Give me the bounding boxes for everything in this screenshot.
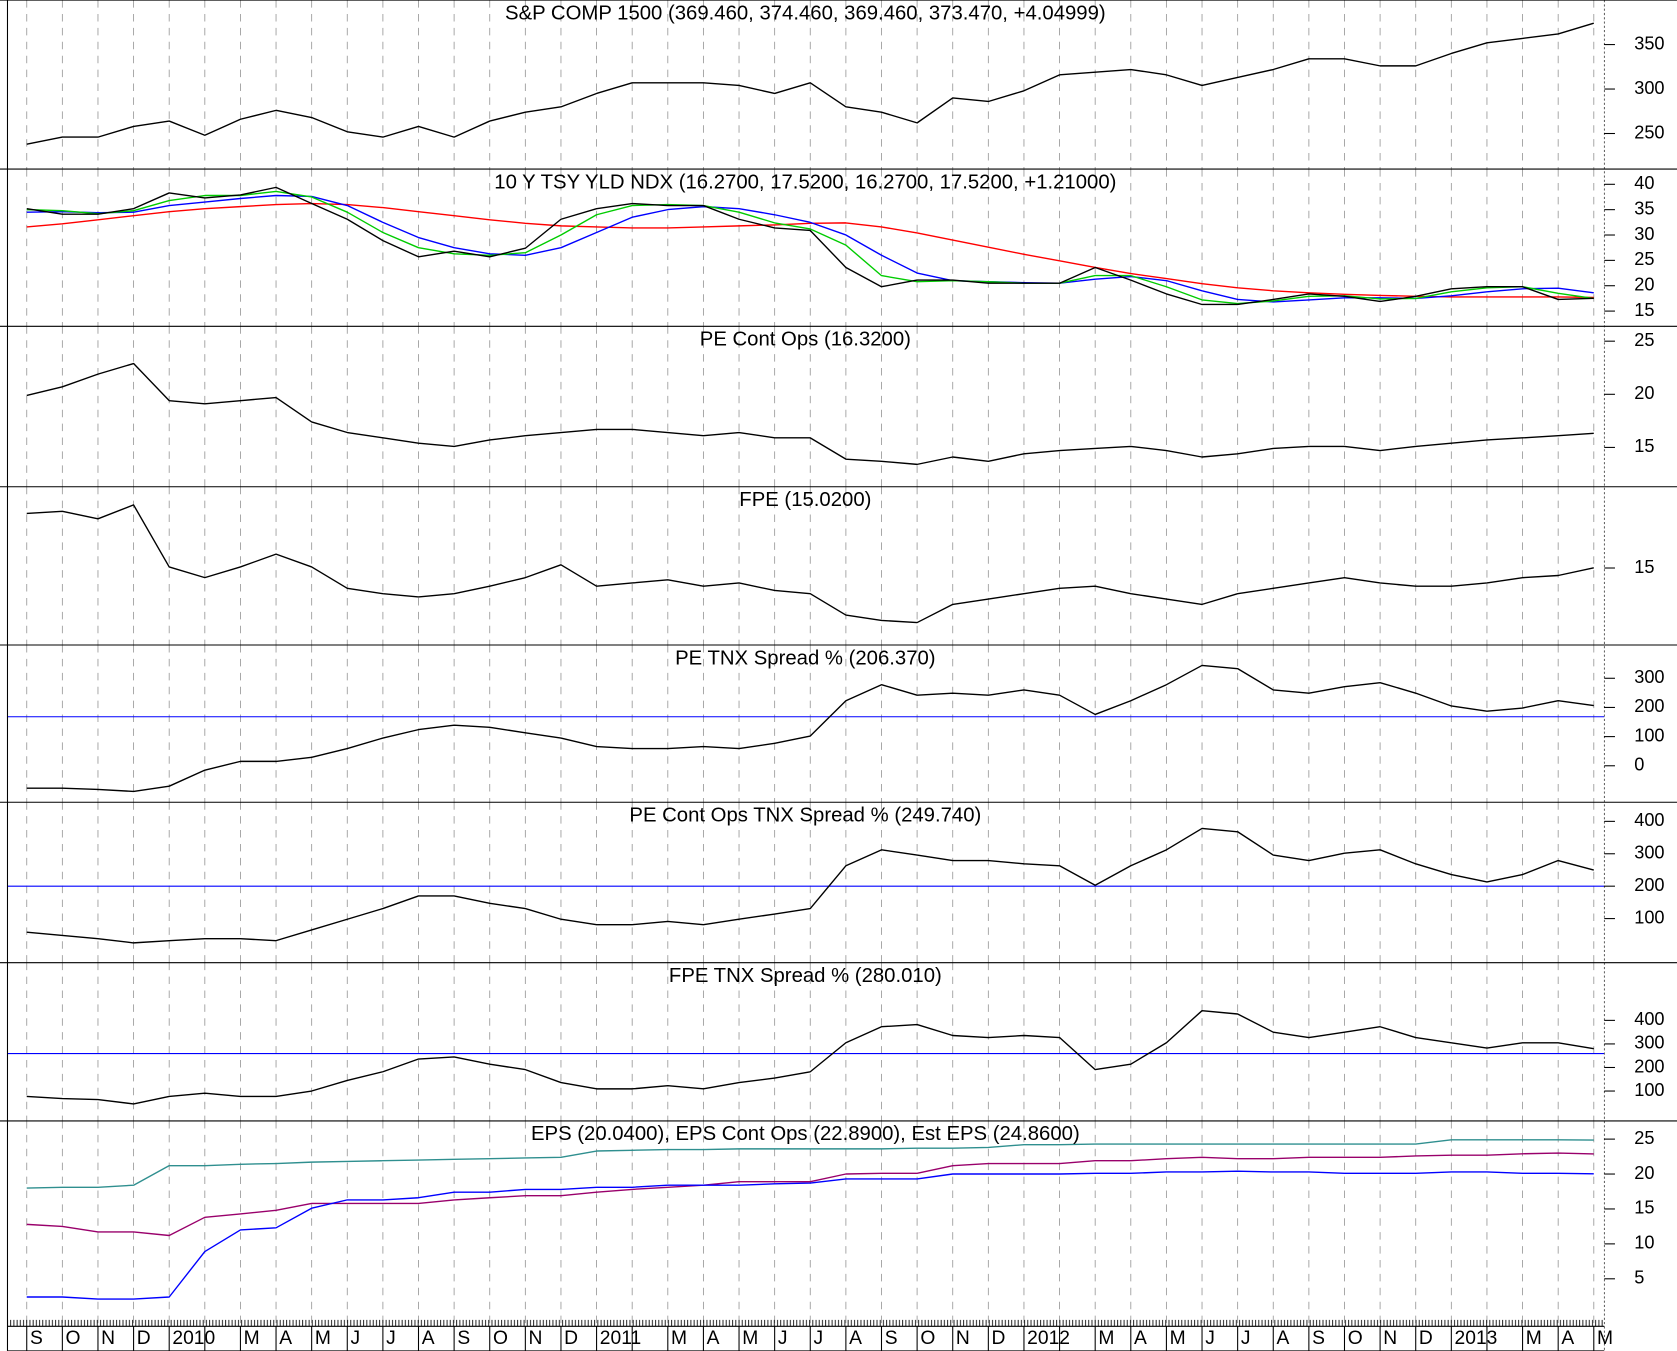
series-line xyxy=(26,22,1594,145)
y-tick-label: 100 xyxy=(1634,907,1664,927)
panel-title: PE TNX Spread % (206.370) xyxy=(675,647,935,669)
x-tick-label: 2013 xyxy=(1455,1328,1498,1349)
y-tick-label: 35 xyxy=(1634,198,1654,218)
y-tick-label: 15 xyxy=(1634,300,1654,320)
x-tick-label: 2011 xyxy=(600,1328,641,1349)
x-tick-label: M xyxy=(1526,1328,1542,1349)
y-tick-label: 300 xyxy=(1634,843,1664,863)
y-tick-label: 200 xyxy=(1634,1056,1664,1076)
x-minor-ticks xyxy=(7,1319,1605,1327)
y-tick-label: 30 xyxy=(1634,224,1654,244)
y-tick-label: 0 xyxy=(1634,755,1644,775)
y-tick-label: 40 xyxy=(1634,173,1654,193)
x-tick-label: N xyxy=(529,1328,543,1349)
series-line xyxy=(26,1009,1594,1105)
x-tick-label: O xyxy=(66,1328,81,1349)
x-tick-label: D xyxy=(1419,1328,1433,1349)
y-tick-label: 25 xyxy=(1634,330,1654,350)
x-tick-label: M xyxy=(1597,1328,1613,1349)
y-tick-label: 200 xyxy=(1634,696,1664,716)
y-tick-label: 100 xyxy=(1634,1080,1664,1100)
x-tick-label: S xyxy=(30,1328,43,1349)
y-tick-label: 400 xyxy=(1634,810,1664,830)
y-tick-label: 15 xyxy=(1634,557,1654,577)
panel-title: PE Cont Ops (16.3200) xyxy=(700,329,911,351)
x-tick-label: A xyxy=(1561,1328,1574,1349)
panel-title: EPS (20.0400), EPS Cont Ops (22.8900), E… xyxy=(531,1123,1080,1145)
y-tick-label: 350 xyxy=(1634,33,1664,53)
y-tick-label: 25 xyxy=(1634,249,1654,269)
x-tick-label: D xyxy=(137,1328,151,1349)
x-tick-label: D xyxy=(992,1328,1006,1349)
y-tick-label: 300 xyxy=(1634,667,1664,687)
x-tick-label: J xyxy=(1241,1328,1251,1349)
panel-title: FPE TNX Spread % (280.010) xyxy=(669,965,942,987)
x-tick-label: O xyxy=(493,1328,508,1349)
y-tick-label: 20 xyxy=(1634,1163,1654,1183)
x-tick-label: J xyxy=(386,1328,396,1349)
series-line xyxy=(26,1139,1594,1189)
x-tick-label: 2010 xyxy=(172,1328,215,1349)
series-line xyxy=(26,1152,1594,1237)
x-tick-label: J xyxy=(350,1328,360,1349)
y-tick-label: 20 xyxy=(1634,383,1654,403)
series-line xyxy=(26,362,1594,466)
x-tick-label: A xyxy=(422,1328,435,1349)
x-tick-label: N xyxy=(956,1328,970,1349)
y-tick-label: 10 xyxy=(1634,1233,1654,1253)
x-tick-label: M xyxy=(742,1328,758,1349)
series-line xyxy=(26,504,1594,624)
x-tick-label: A xyxy=(1134,1328,1147,1349)
x-tick-label: J xyxy=(813,1328,823,1349)
y-tick-label: 250 xyxy=(1634,122,1664,142)
panel-title: FPE (15.0200) xyxy=(739,489,871,511)
x-tick-label: M xyxy=(1098,1328,1114,1349)
x-tick-label: M xyxy=(244,1328,260,1349)
y-tick-label: 300 xyxy=(1634,1033,1664,1053)
x-tick-label: O xyxy=(920,1328,935,1349)
panel-title: S&P COMP 1500 (369.460, 374.460, 369.460… xyxy=(505,2,1106,24)
y-tick-label: 300 xyxy=(1634,78,1664,98)
series-line xyxy=(26,202,1594,299)
series-line xyxy=(26,186,1594,306)
x-tick-label: M xyxy=(315,1328,331,1349)
series-line xyxy=(26,664,1594,793)
x-tick-label: 2012 xyxy=(1027,1328,1070,1349)
panel-title: 10 Y TSY YLD NDX (16.2700, 17.5200, 16.2… xyxy=(494,171,1116,193)
y-tick-label: 200 xyxy=(1634,875,1664,895)
x-tick-label: J xyxy=(778,1328,788,1349)
y-tick-label: 25 xyxy=(1634,1128,1654,1148)
y-tick-label: 15 xyxy=(1634,436,1654,456)
series-line xyxy=(26,1170,1594,1300)
x-tick-label: A xyxy=(279,1328,292,1349)
x-tick-label: M xyxy=(1170,1328,1186,1349)
plot xyxy=(7,22,1605,1300)
y-tick-label: 20 xyxy=(1634,275,1654,295)
x-tick-label: N xyxy=(101,1328,115,1349)
x-tick-label: S xyxy=(1312,1328,1325,1349)
x-tick-label: A xyxy=(707,1328,720,1349)
x-tick-label: J xyxy=(1205,1328,1215,1349)
x-tick-label: D xyxy=(564,1328,578,1349)
panel-title: PE Cont Ops TNX Spread % (249.740) xyxy=(629,805,981,827)
y-tick-label: 5 xyxy=(1634,1268,1644,1288)
x-tick-label: A xyxy=(849,1328,862,1349)
y-tick-label: 100 xyxy=(1634,725,1664,745)
series-line xyxy=(26,194,1594,303)
y-tick-label: 400 xyxy=(1634,1009,1664,1029)
x-tick-label: S xyxy=(885,1328,898,1349)
x-tick-label: M xyxy=(671,1328,687,1349)
x-tick-label: S xyxy=(457,1328,470,1349)
y-tick-label: 15 xyxy=(1634,1198,1654,1218)
x-tick-label: N xyxy=(1383,1328,1397,1349)
series-line xyxy=(26,827,1594,944)
x-tick-label: A xyxy=(1276,1328,1289,1349)
x-tick-label: O xyxy=(1348,1328,1363,1349)
